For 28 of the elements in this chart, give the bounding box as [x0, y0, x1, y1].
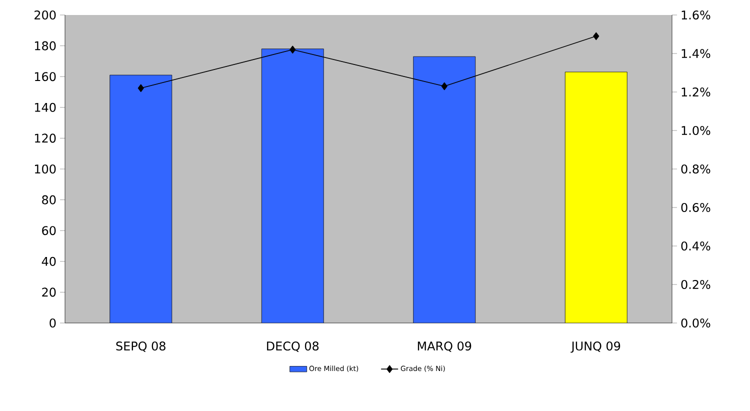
y2-tick-label: 0.2% [681, 280, 710, 290]
y-tick-label: 60 [42, 226, 56, 236]
y2-tick-label: 1.4% [682, 48, 710, 58]
y-tick-label: 200 [34, 10, 56, 20]
point [593, 32, 600, 40]
x-tick-label: JUNQ 09 [570, 342, 620, 353]
x-tick-label: DECQ 08 [267, 342, 319, 352]
y2-tick-label: 1.0% [682, 126, 710, 136]
y2-tick-label: 0.6% [681, 202, 710, 212]
y-tick-label: 120 [34, 134, 56, 143]
y-tick-label: 140 [34, 102, 56, 112]
y2-tick-label: 1.6% [682, 10, 710, 20]
y-tick-label: 80 [42, 195, 56, 204]
point [290, 46, 296, 54]
y-tick-label: 100 [34, 164, 56, 174]
point [138, 84, 144, 92]
y2-tick-label: 0.0% [681, 318, 710, 328]
x-tick-label: MARQ 09 [418, 342, 472, 352]
y2-tick-label: 0.4% [681, 241, 710, 251]
y2-tick-label: 0.8% [681, 164, 710, 174]
y2-tick-label: 1.2% [682, 87, 710, 97]
y-tick-label: 180 [34, 41, 56, 50]
y-tick-label: 20 [42, 288, 56, 297]
x-tick-label: SEPQ 08 [116, 342, 166, 352]
y-tick-label: 40 [42, 256, 56, 266]
y-tick-label: 0 [50, 318, 56, 328]
point [441, 82, 448, 90]
y-tick-label: 160 [34, 72, 56, 82]
